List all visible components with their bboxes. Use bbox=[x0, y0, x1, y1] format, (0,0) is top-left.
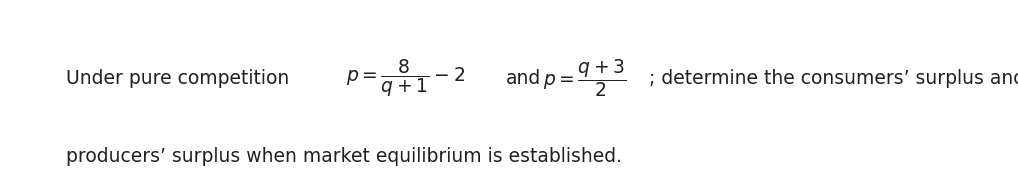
Text: and: and bbox=[506, 69, 542, 88]
Text: producers’ surplus when market equilibrium is established.: producers’ surplus when market equilibri… bbox=[66, 147, 622, 166]
Text: ; determine the consumers’ surplus and: ; determine the consumers’ surplus and bbox=[649, 69, 1018, 88]
Text: $p = \dfrac{q+3}{2}$: $p = \dfrac{q+3}{2}$ bbox=[543, 57, 626, 99]
Text: $p = \dfrac{8}{q+1} - 2$: $p = \dfrac{8}{q+1} - 2$ bbox=[346, 57, 465, 99]
Text: Under pure competition: Under pure competition bbox=[66, 69, 289, 88]
